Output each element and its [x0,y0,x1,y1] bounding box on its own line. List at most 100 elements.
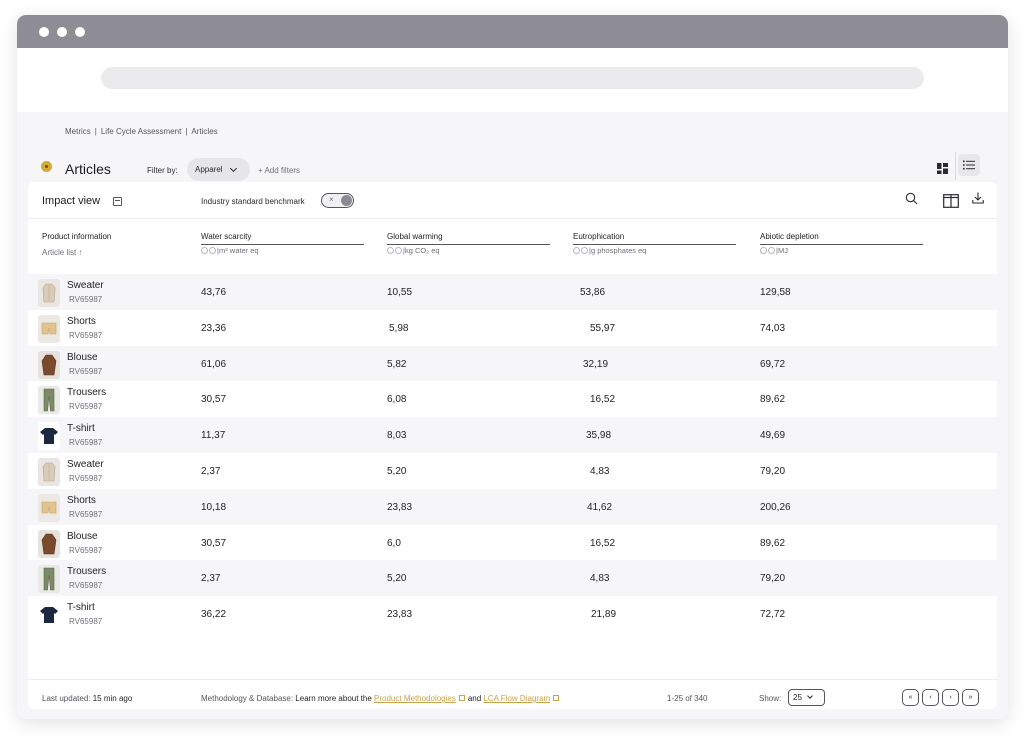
table-row[interactable]: Sweater RV65987 2,37 5,20 4,83 79,20 [28,453,997,489]
metric-value: 129,58 [760,287,791,298]
grid-view-icon [936,162,948,174]
info-icon [760,247,767,254]
info-icon [387,247,394,254]
metric-value: 61,06 [201,358,227,370]
article-list-label: Article list [42,248,77,257]
benchmark-toggle[interactable]: × [321,193,354,208]
metric-value: 5,98 [389,322,409,334]
column-underline [573,244,736,245]
download-icon[interactable] [972,192,984,204]
column-header-eutrophication[interactable]: Eutrophication |g phosphates eq [573,232,736,255]
product-thumbnail [38,279,60,307]
product-code: RV65987 [69,473,103,483]
calendar-icon[interactable] [113,197,122,206]
prev-page-button[interactable]: ‹ [922,689,939,706]
metric-value: 36,22 [201,609,227,621]
last-page-button[interactable]: » [962,689,979,706]
window-minimize-dot[interactable] [57,27,67,37]
product-thumbnail [38,350,60,379]
product-name[interactable]: T-shirt [67,602,95,614]
product-info-title: Product information [42,232,112,241]
product-name[interactable]: Trousers [67,566,107,578]
add-filters-button[interactable]: + Add filters [258,166,301,175]
product-name[interactable]: Blouse [67,530,98,542]
page-header: Metrics | Life Cycle Assessment | Articles A… [17,112,1008,182]
lca-flow-diagram-link[interactable]: LCA Flow Diagram [483,694,551,703]
methodology-label: Methodology & Database: [201,694,294,703]
metric-value: 55,97 [590,322,616,334]
table-row[interactable]: Shorts RV65987 23,36 5,98 55,97 74,03 [28,310,997,346]
table-body: Sweater RV65987 43,76 10,55 53,86 129,58 Short… [28,274,997,632]
first-page-button[interactable]: « [902,689,919,706]
metric-value: 43,76 [201,287,227,298]
column-name: Water scarcity [201,232,252,241]
table-row[interactable]: Sweater RV65987 43,76 10,55 53,86 129,58 [28,274,997,310]
filter-value: Apparel [195,165,223,174]
product-name[interactable]: Sweater [67,458,104,470]
metric-value: 79,20 [760,573,786,585]
table-row[interactable]: Trousers RV65987 2,37 5,20 4,83 79,20 [28,560,997,597]
metric-value: 2,37 [201,573,221,585]
product-name[interactable]: Blouse [67,351,98,363]
unit-label: |kg CO₂ eq [403,246,440,255]
metric-value: 4,83 [590,573,610,585]
grid-view-button[interactable] [930,157,954,179]
column-underline [201,244,364,245]
metric-value: 10,18 [201,501,227,513]
window-close-dot[interactable] [39,27,49,37]
page-size-value: 25 [793,693,802,702]
product-name[interactable]: Shorts [67,315,96,327]
table-row[interactable]: T-shirt RV65987 11,37 8,03 35,98 49,69 [28,417,997,453]
product-methodologies-link[interactable]: Product Methodologies [374,694,456,703]
unit-label: |g phosphates eq [589,246,647,255]
product-code: RV65987 [69,438,103,448]
window-maximize-dot[interactable] [75,27,85,37]
product-name[interactable]: Sweater [67,280,104,291]
search-icon[interactable] [905,192,918,205]
filter-apparel-dropdown[interactable]: Apparel [187,158,250,181]
product-name[interactable]: T-shirt [67,423,95,435]
column-header-abiotic-depletion[interactable]: Abiotic depletion |MJ [760,232,923,255]
column-header-global-warming[interactable]: Global warming |kg CO₂ eq [387,232,550,255]
and-text: and [467,694,482,703]
column-name: Global warming [387,232,443,241]
product-name[interactable]: Shorts [67,494,96,506]
breadcrumb-item-articles[interactable]: Articles [191,127,218,136]
metric-value: 8,03 [387,430,407,442]
table-row[interactable]: T-shirt RV65987 36,22 23,83 21,89 72,72 [28,596,997,632]
table-row[interactable]: Blouse RV65987 61,06 5,82 32,19 69,72 [28,345,997,382]
external-link-icon [553,695,560,701]
metric-value: 35,98 [586,430,612,442]
metric-value: 79,20 [760,465,786,477]
breadcrumb-item-metrics[interactable]: Metrics [65,127,91,136]
table-row[interactable]: Shorts RV65987 10,18 23,83 41,62 200,26 [28,488,997,525]
column-underline [760,244,923,245]
product-code: RV65987 [69,402,103,412]
list-view-button[interactable] [958,154,980,176]
metric-value: 72,72 [760,609,786,621]
product-code: RV65987 [69,330,103,340]
article-list-sort[interactable]: Article list ↑ [42,248,111,257]
metric-value: 23,36 [201,322,227,334]
table-row[interactable]: Blouse RV65987 30,57 6,0 16,52 89,62 [28,525,997,561]
product-name[interactable]: Trousers [67,387,107,399]
product-code: RV65987 [69,581,103,591]
external-link-icon [458,695,465,701]
column-header-water-scarcity[interactable]: Water scarcity |m³ water eq [201,232,364,255]
product-code: RV65987 [69,509,103,519]
metric-value: 32,19 [583,358,609,370]
info-icon [581,247,588,254]
view-divider [955,152,956,180]
next-page-button[interactable]: › [942,689,959,706]
product-thumbnail [38,565,60,594]
breadcrumb-item-lca[interactable]: Life Cycle Assessment [100,127,182,136]
address-bar[interactable] [101,67,924,89]
impact-view-label: Impact view [42,195,101,207]
columns-icon[interactable] [943,194,959,208]
table-row[interactable]: Trousers RV65987 30,57 6,08 16,52 89,62 [28,381,997,417]
info-icon [201,247,208,254]
metric-value: 5,20 [387,465,407,477]
product-thumbnail [38,314,60,343]
toggle-off-mark: × [329,195,334,204]
page-size-select[interactable]: 25 [788,689,825,706]
